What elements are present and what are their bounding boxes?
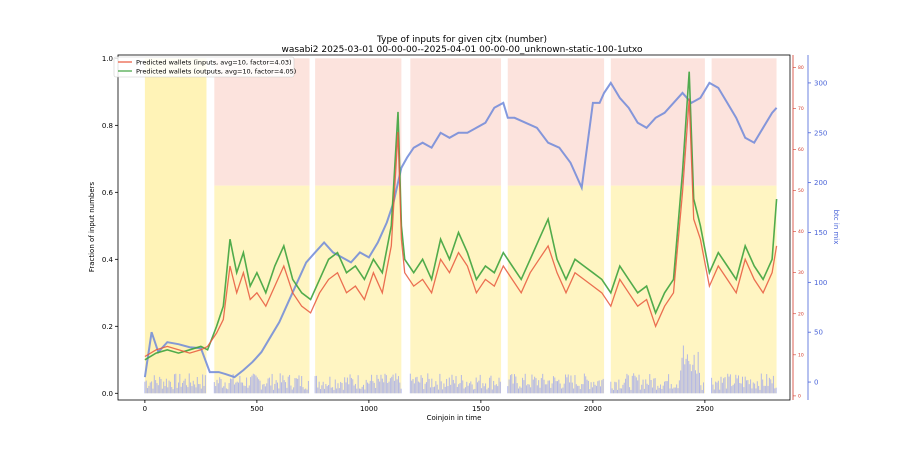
y3-tick-label-0: 0 xyxy=(798,393,801,399)
band-pink-0 xyxy=(214,58,310,186)
chart-subtitle: wasabi2 2025-03-01 00-00-00--2025-04-01 … xyxy=(282,45,643,55)
band-yellow-4 xyxy=(610,185,705,394)
band-pink-2 xyxy=(410,58,502,186)
x-tick-label-1500: 1500 xyxy=(472,405,490,413)
x-axis-label: Coinjoin in time xyxy=(427,414,482,422)
legend: Predicted wallets (inputs, avg=10, facto… xyxy=(113,56,296,78)
y2-tick-label-100: 100 xyxy=(814,279,827,287)
band-yellow xyxy=(144,58,207,394)
y-tick-label-1: 1.0 xyxy=(102,55,113,63)
legend-box xyxy=(113,56,295,78)
y3-tick-label-80: 80 xyxy=(798,65,804,71)
legend-label-inputs: Predicted wallets (inputs, avg=10, facto… xyxy=(136,59,292,67)
y-tick-label-0.6: 0.6 xyxy=(102,189,114,197)
y2-tick-label-200: 200 xyxy=(814,179,827,187)
y2-axis-label: btc in mix xyxy=(832,210,840,245)
y3-axis-ticks: 0 10 20 30 40 50 60 70 80 xyxy=(793,65,804,399)
x-tick-label-1000: 1000 xyxy=(360,405,378,413)
legend-label-outputs: Predicted wallets (outputs, avg=10, fact… xyxy=(136,68,296,76)
btc-bars xyxy=(144,345,777,394)
y2-axis-ticks: 0 50 100 150 200 250 300 xyxy=(808,79,827,387)
y3-tick-label-70: 70 xyxy=(798,106,804,112)
y-tick-label-0.8: 0.8 xyxy=(102,122,113,130)
band-yellow-0 xyxy=(214,185,310,394)
y3-tick-label-20: 20 xyxy=(798,311,804,317)
y-axis-ticks: 0.0 0.2 0.4 0.6 0.8 1.0 xyxy=(102,55,118,398)
band-yellow-5 xyxy=(711,185,777,394)
band-yellow-3 xyxy=(507,185,605,394)
y2-tick-label-150: 150 xyxy=(814,229,827,237)
x-tick-label-0: 0 xyxy=(143,405,147,413)
y-tick-label-0.2: 0.2 xyxy=(102,323,113,331)
chart-title: Type of inputs for given cjtx (number) xyxy=(376,35,547,45)
series-line-inputs xyxy=(144,98,778,358)
x-tick-label-500: 500 xyxy=(250,405,263,413)
band-pink-1 xyxy=(315,58,402,186)
band-yellow-2 xyxy=(410,185,502,394)
y2-tick-label-250: 250 xyxy=(814,129,827,137)
y3-tick-label-40: 40 xyxy=(798,229,804,235)
plot-frame xyxy=(117,54,791,401)
y3-tick-label-60: 60 xyxy=(798,147,804,153)
y-axis-label: Fraction of input numbers xyxy=(88,181,96,272)
y2-tick-label-50: 50 xyxy=(814,329,823,337)
y2-tick-label-0: 0 xyxy=(814,379,818,387)
series-lines xyxy=(143,71,778,379)
x-tick-label-2500: 2500 xyxy=(696,405,714,413)
y3-tick-label-50: 50 xyxy=(798,188,804,194)
series-line-btc xyxy=(143,81,778,379)
background-bands xyxy=(144,58,777,394)
y2-tick-label-300: 300 xyxy=(814,79,827,87)
x-tick-label-2000: 2000 xyxy=(584,405,602,413)
y-tick-label-0.4: 0.4 xyxy=(102,256,114,264)
series-line-outputs xyxy=(144,71,778,361)
x-axis-ticks: 0 500 1000 1500 2000 2500 xyxy=(143,400,714,413)
y3-tick-label-30: 30 xyxy=(798,270,804,276)
y-tick-label-0: 0.0 xyxy=(102,390,113,398)
y3-tick-label-10: 10 xyxy=(798,352,804,358)
